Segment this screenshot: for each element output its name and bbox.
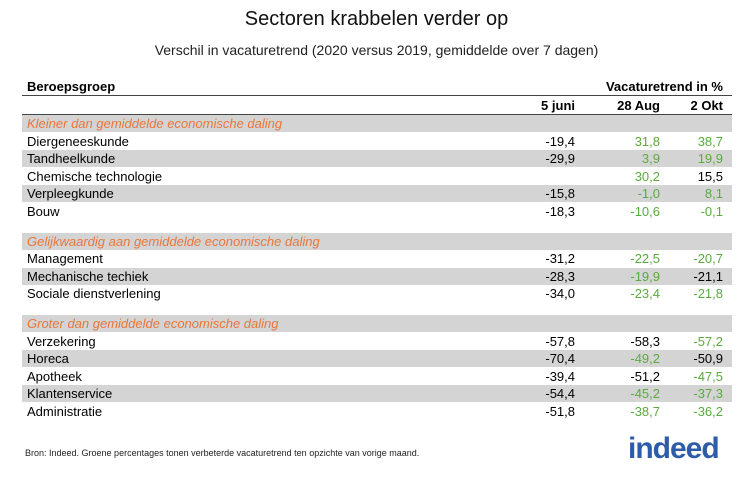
row-label: Chemische technologie — [27, 168, 163, 184]
value-cell: -51,8 — [545, 404, 575, 419]
value-cell: -34,0 — [545, 286, 575, 302]
value-cell: 38,7 — [697, 133, 723, 149]
table-row: Klantenservice -54,4 -45,2 -37,3 — [22, 385, 732, 403]
value-cell: -18,3 — [545, 204, 575, 219]
row-label: Verzekering — [27, 333, 96, 349]
section-label: Gelijkwaardig aan gemiddelde economische… — [27, 233, 320, 249]
value-cell: -57,2 — [693, 333, 723, 349]
value-cell: -19,9 — [630, 268, 660, 284]
section-header: Gelijkwaardig aan gemiddelde economische… — [22, 232, 732, 250]
value-cell: -47,5 — [693, 368, 723, 384]
table-row: Chemische technologie 30,2 15,5 — [22, 168, 732, 185]
table-row: Verzekering -57,8 -58,3 -57,2 — [22, 333, 732, 350]
value-cell: -22,5 — [630, 251, 660, 267]
value-cell: -36,2 — [693, 404, 723, 419]
value-cell: -31,2 — [545, 251, 575, 267]
indeed-logo: indeed — [628, 432, 720, 465]
column-header-2: 28 Aug — [617, 98, 660, 113]
row-label: Horeca — [27, 351, 69, 367]
value-cell: -51,2 — [630, 368, 660, 384]
value-cell: 19,9 — [697, 151, 723, 167]
value-cell: 30,2 — [634, 168, 660, 184]
section-label: Groter dan gemiddelde economische daling — [27, 316, 279, 331]
table-row: Horeca -70,4 -49,2 -50,9 — [22, 350, 732, 368]
row-label: Management — [27, 251, 103, 267]
table-row: Management -31,2 -22,5 -20,7 — [22, 250, 732, 267]
value-cell: -10,6 — [630, 204, 660, 219]
value-cell: -38,7 — [630, 404, 660, 419]
chart-subtitle: Verschil in vacaturetrend (2020 versus 2… — [154, 42, 599, 58]
value-cell: -23,4 — [630, 286, 660, 302]
value-cell: -57,8 — [545, 333, 575, 349]
value-cell: 15,5 — [697, 168, 723, 184]
value-cell: -29,9 — [545, 151, 575, 167]
value-cell: -39,4 — [545, 368, 575, 384]
table-row: Diergeneeskunde -19,4 31,8 38,7 — [22, 133, 732, 150]
table-row: Administratie -51,8 -38,7 -36,2 — [22, 403, 732, 420]
value-cell: -20,7 — [693, 251, 723, 267]
value-cell: -0,1 — [700, 204, 723, 219]
row-label: Klantenservice — [27, 386, 113, 402]
header-rule — [22, 95, 732, 96]
row-label: Verpleegkunde — [27, 186, 114, 202]
value-cell: -15,8 — [545, 186, 575, 202]
table-row: Sociale dienstverlening -34,0 -23,4 -21,8 — [22, 285, 732, 302]
value-cell: 3,9 — [641, 151, 660, 167]
value-cell: -49,2 — [630, 351, 660, 367]
value-header: Vacaturetrend in % — [605, 79, 723, 94]
value-cell: 8,1 — [704, 186, 723, 202]
value-cell: -54,4 — [545, 386, 575, 402]
value-cell: -21,8 — [693, 286, 723, 302]
value-cell: -45,2 — [630, 386, 660, 402]
source-footnote: Bron: Indeed. Groene percentages tonen v… — [25, 448, 420, 458]
value-cell: -1,0 — [637, 186, 660, 202]
chart-title: Sectoren krabbelen verder op — [244, 8, 509, 30]
section-label: Kleiner dan gemiddelde economische dalin… — [27, 116, 283, 131]
table-row: Tandheelkunde -29,9 3,9 19,9 — [22, 150, 732, 168]
row-label: Bouw — [27, 204, 60, 219]
row-label: Apotheek — [27, 368, 82, 384]
value-cell: -21,1 — [693, 268, 723, 284]
section-header: Groter dan gemiddelde economische daling — [22, 315, 732, 332]
row-header: Beroepsgroep — [27, 79, 116, 94]
table-row: Apotheek -39,4 -51,2 -47,5 — [22, 368, 732, 385]
row-label: Sociale dienstverlening — [27, 286, 161, 302]
column-header-1: 5 juni — [541, 98, 575, 113]
table-row: Bouw -18,3 -10,6 -0,1 — [22, 203, 732, 220]
value-cell: -28,3 — [545, 268, 575, 284]
row-label: Diergeneeskunde — [27, 133, 129, 149]
table-row: Verpleegkunde -15,8 -1,0 8,1 — [22, 185, 732, 203]
value-cell: -58,3 — [630, 333, 660, 349]
column-rule — [22, 114, 732, 115]
value-cell: 31,8 — [634, 133, 660, 149]
table-row: Mechanische techiek -28,3 -19,9 -21,1 — [22, 267, 732, 285]
value-cell: -70,4 — [545, 351, 575, 367]
row-label: Mechanische techiek — [27, 268, 149, 284]
column-header-3: 2 Okt — [690, 98, 723, 113]
value-cell: -37,3 — [693, 386, 723, 402]
row-label: Tandheelkunde — [27, 151, 116, 167]
row-label: Administratie — [27, 404, 103, 419]
value-cell: -19,4 — [545, 133, 575, 149]
section-header: Kleiner dan gemiddelde economische dalin… — [22, 115, 732, 132]
value-cell: -50,9 — [693, 351, 723, 367]
